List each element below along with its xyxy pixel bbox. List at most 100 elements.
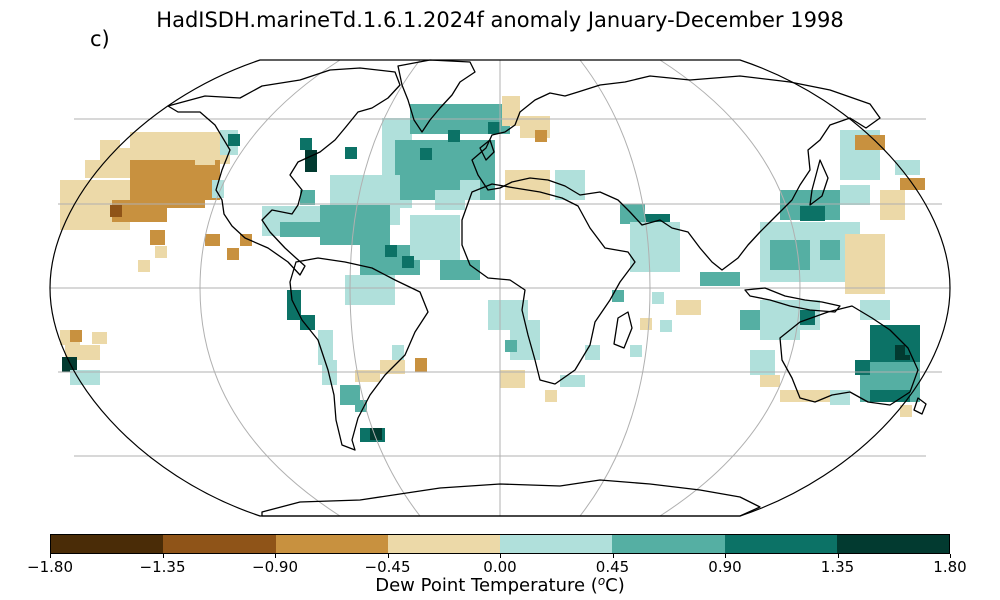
colorbar-bin-6: [724, 535, 837, 553]
anomaly-cell: [300, 190, 315, 205]
anomaly-cell: [62, 357, 77, 372]
anomaly-cell: [100, 148, 130, 178]
gridline-lon-60w: [349, 59, 421, 517]
anomaly-cell: [855, 135, 885, 150]
map-title: HadISDH.marineTd.1.6.1.2024f anomaly Jan…: [156, 8, 844, 32]
panel-label: c): [90, 27, 110, 51]
anomaly-cell: [70, 370, 100, 385]
anomaly-cell: [305, 150, 317, 172]
coastlines: [167, 59, 927, 517]
coast-japan: [809, 159, 829, 206]
colorbar-tickmark: [837, 554, 839, 558]
anomaly-cell: [900, 405, 912, 417]
colorbar: [50, 534, 950, 554]
anomaly-cell: [585, 345, 600, 360]
anomaly-cell: [100, 140, 120, 152]
anomaly-cell: [500, 370, 525, 388]
colorbar-tick-label: −0.45: [364, 558, 411, 576]
anomaly-cell: [320, 205, 390, 245]
anomaly-cell: [435, 190, 465, 210]
anomaly-cell: [410, 215, 460, 260]
anomaly-cell: [415, 358, 427, 372]
anomaly-cell: [318, 330, 333, 365]
anomaly-cell: [845, 234, 885, 294]
colorbar-bin-7: [836, 535, 949, 553]
anomaly-cell: [740, 310, 760, 330]
anomaly-cell: [420, 148, 432, 160]
coast-uk: [479, 139, 495, 161]
anomaly-cell: [760, 375, 780, 387]
coast-europe: [471, 75, 881, 271]
anomaly-cell: [402, 256, 414, 268]
colorbar-tickmark: [950, 554, 951, 558]
gridline-lon-120w: [199, 59, 341, 517]
anomaly-cell: [195, 145, 215, 165]
colorbar-tick-label: −1.80: [27, 558, 73, 576]
anomaly-cell: [300, 315, 315, 330]
colorbar-tickmark: [725, 554, 726, 558]
anomaly-cell: [676, 300, 701, 315]
coast-south-america: [289, 257, 429, 451]
colorbar-bin-1: [163, 535, 276, 553]
coast-australia: [779, 305, 919, 406]
coast-indonesia: [744, 287, 841, 313]
coast-north-america: [167, 67, 401, 276]
colorbar-tick-label: −0.90: [252, 558, 298, 576]
anomaly-cell: [345, 147, 357, 159]
colorbar-tickmark: [50, 554, 51, 558]
anomaly-cell: [800, 206, 825, 221]
anomaly-cell: [700, 272, 740, 286]
graticule: [50, 59, 950, 517]
anomaly-cell: [150, 230, 165, 245]
anomaly-cell: [760, 300, 800, 340]
anomaly-cell: [860, 300, 890, 320]
anomaly-cell: [612, 290, 624, 302]
anomaly-cell: [660, 320, 672, 332]
anomaly-cell: [280, 222, 320, 237]
anomaly-cell: [228, 134, 240, 146]
anomaly-cell: [780, 390, 830, 402]
colorbar-tickmark: [275, 554, 276, 558]
anomaly-cell: [227, 248, 239, 260]
anomaly-cell: [840, 185, 870, 205]
colorbar-tick-label: 0.90: [708, 558, 742, 576]
anomaly-cell: [880, 378, 905, 390]
anomaly-cell: [535, 130, 547, 142]
anomaly-cell: [630, 345, 642, 357]
anomaly-cell: [505, 340, 517, 352]
anomaly-cell: [820, 240, 840, 260]
anomaly-cell: [502, 96, 520, 126]
anomaly-cell: [460, 180, 480, 200]
gridline-lon-120e: [659, 59, 801, 517]
gridline-lon-60e: [579, 59, 651, 517]
anomaly-cell: [155, 246, 167, 258]
anomaly-cell: [770, 240, 810, 270]
colorbar-bin-0: [51, 535, 164, 553]
coast-africa: [461, 183, 636, 385]
anomaly-cell: [65, 345, 100, 360]
anomaly-cell: [750, 350, 775, 375]
colorbar-tickmark: [500, 554, 501, 558]
anomaly-cell: [165, 190, 205, 208]
anomaly-cell: [855, 360, 870, 375]
map-boundary: [49, 59, 951, 517]
colorbar-tickmark: [387, 554, 389, 558]
anomaly-cell: [630, 222, 680, 272]
anomaly-cell: [205, 234, 220, 246]
anomaly-cell: [212, 180, 224, 198]
colorbar-label: Dew Point Temperature (oC): [375, 574, 625, 596]
colorbar-tickmark: [162, 554, 164, 558]
anomaly-cell: [345, 275, 395, 305]
colorbar-bin-4: [500, 535, 613, 553]
anomaly-cell: [560, 375, 585, 387]
anomaly-cell: [138, 260, 150, 272]
anomaly-cell: [392, 345, 404, 360]
anomaly-cell: [830, 390, 850, 405]
anomaly-cell: [385, 245, 397, 257]
anomaly-cell: [488, 122, 500, 134]
colorbar-tick-label: 0.00: [483, 558, 517, 576]
colorbar-bin-5: [612, 535, 725, 553]
anomaly-cell: [70, 330, 82, 342]
coast-madagascar: [613, 311, 633, 349]
anomaly-cell: [905, 340, 920, 355]
